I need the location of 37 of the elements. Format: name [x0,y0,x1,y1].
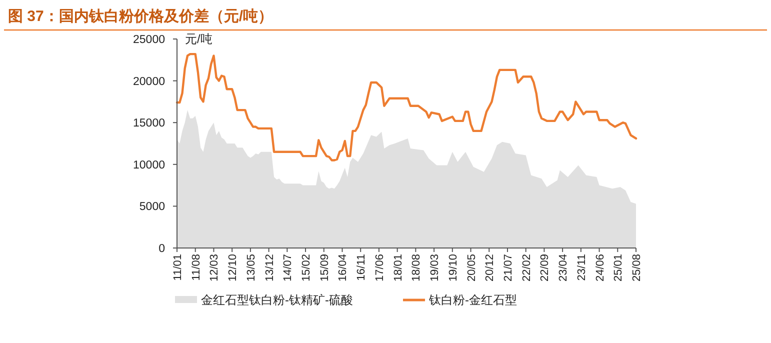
x-tick-label: 19/10 [447,254,460,282]
x-tick-label: 25/01 [612,254,625,282]
y-tick-label: 5000 [139,201,165,214]
line-series [176,52,638,162]
x-tick-label: 18/01 [392,254,404,282]
x-tick-label: 17/06 [374,254,386,282]
x-tick-label: 20/05 [466,254,478,282]
y-axis-title: 元/吨 [185,32,212,46]
x-tick-label: 24/06 [594,254,606,282]
x-tick-label: 18/08 [410,254,423,282]
x-tick-label: 15/02 [300,254,313,282]
x-tick-label: 12/10 [227,254,240,282]
x-tick-label: 13/05 [245,254,258,282]
x-tick-label: 23/04 [558,254,570,282]
y-tick-label: 0 [158,243,165,255]
x-tick-label: 11/08 [190,254,202,281]
y-tick-label: 25000 [133,34,165,46]
x-tick-label: 11/01 [172,254,184,281]
x-tick-label: 22/09 [539,254,552,282]
x-tick-label: 19/03 [429,254,442,282]
x-tick-label: 14/07 [282,254,294,282]
x-tick-label: 16/04 [337,254,350,282]
x-tick-label: 25/08 [631,254,643,282]
x-tick-label: 20/12 [484,254,496,282]
y-tick-label: 10000 [133,159,165,172]
x-tick-label: 16/11 [356,254,368,281]
x-tick-label: 15/09 [318,254,331,282]
x-tick-label: 21/07 [502,254,514,282]
x-tick-label: 13/12 [264,254,276,282]
x-tick-label: 23/11 [576,254,588,281]
y-tick-label: 15000 [133,118,165,130]
chart-title: 图 37：国内钛白粉价格及价差（元/吨） [8,8,274,25]
legend-label: 钛白粉-金红石型 [428,293,517,307]
legend-label: 金红石型钛白粉-钛精矿-硫酸 [201,293,353,307]
x-tick-label: 22/02 [520,254,533,282]
y-tick-label: 20000 [133,76,165,88]
x-tick-label: 12/03 [208,254,221,282]
